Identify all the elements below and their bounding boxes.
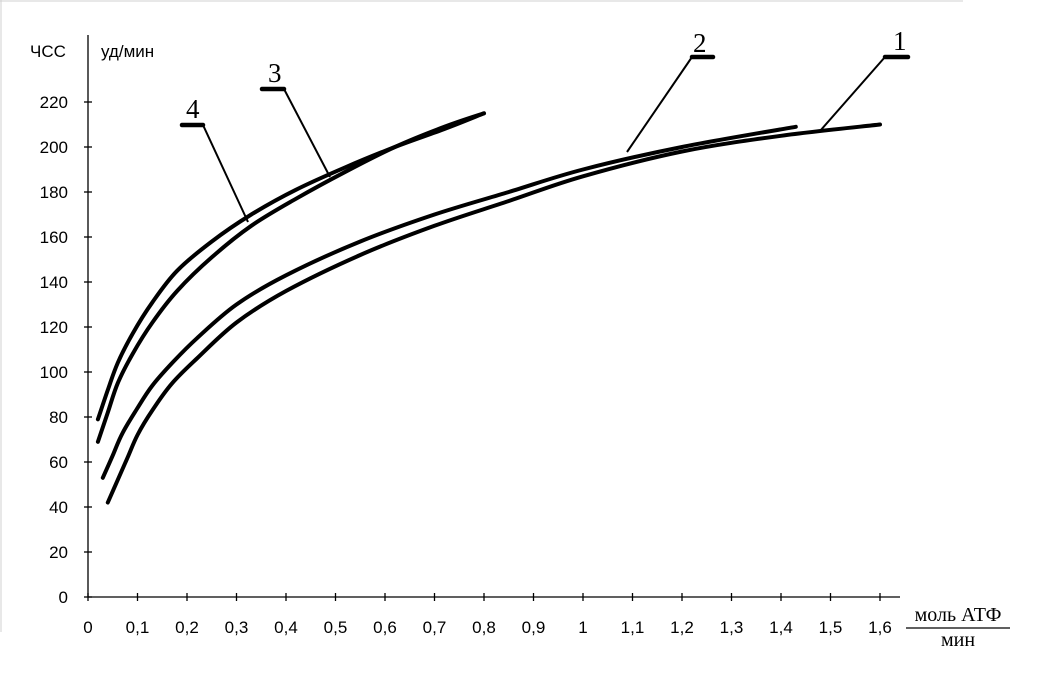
x-tick-label: 0,8 — [472, 618, 496, 637]
x-tick-label: 0,9 — [522, 618, 546, 637]
series-line-1 — [105, 122, 882, 505]
series-line-3 — [95, 111, 486, 444]
y-tick-label: 220 — [40, 93, 68, 112]
curve-label-group-1: 1 — [819, 26, 911, 132]
x-tick-label: 1,6 — [868, 618, 892, 637]
curve-label-group-2: 2 — [626, 28, 716, 153]
x-tick-label: 1,4 — [769, 618, 793, 637]
y-ticks: 0 20 40 60 80 100 120 140 160 180 200 220 — [40, 93, 92, 607]
y-tick-label: 200 — [40, 138, 68, 157]
x-tick-label: 0,6 — [373, 618, 397, 637]
leader-line-2 — [626, 56, 693, 153]
series-line-2 — [100, 124, 798, 480]
y-tick-label: 80 — [49, 408, 68, 427]
series-group — [95, 111, 882, 505]
y-tick-label: 40 — [49, 498, 68, 517]
x-tick-label: 1,1 — [621, 618, 645, 637]
curve-label-4: 4 — [186, 94, 200, 124]
y-axis-label: ЧСС — [30, 42, 66, 61]
curve-label-1: 1 — [893, 26, 907, 56]
curve-label-group-4: 4 — [179, 94, 249, 223]
y-axis-unit: уд/мин — [101, 42, 154, 61]
curve-label-group-3: 3 — [259, 58, 331, 178]
x-tick-label: 0,1 — [126, 618, 150, 637]
x-tick-label: 0,3 — [225, 618, 249, 637]
leader-line-1 — [819, 56, 886, 132]
curve-label-2: 2 — [693, 28, 707, 58]
leader-line-3 — [283, 88, 331, 178]
y-tick-label: 120 — [40, 318, 68, 337]
curve-label-3: 3 — [268, 58, 282, 88]
y-tick-label: 0 — [59, 588, 68, 607]
leader-line-4 — [202, 124, 249, 223]
x-tick-label: 0 — [83, 618, 92, 637]
y-tick-label: 100 — [40, 363, 68, 382]
x-unit-numerator: моль АТФ — [915, 604, 1002, 626]
y-tick-label: 160 — [40, 228, 68, 247]
x-tick-label: 1 — [578, 618, 587, 637]
x-tick-label: 0,7 — [423, 618, 447, 637]
x-tick-label: 0,2 — [175, 618, 199, 637]
y-tick-label: 140 — [40, 273, 68, 292]
x-tick-label: 1,2 — [670, 618, 694, 637]
x-unit-denominator: мин — [941, 629, 975, 651]
y-tick-label: 20 — [49, 543, 68, 562]
x-ticks: 0 0,1 0,2 0,3 0,4 0,5 0,6 0,7 0,8 0,9 1 1,1 1,2 1,3 1,… — [83, 593, 892, 637]
x-tick-label: 1,5 — [819, 618, 843, 637]
x-tick-label: 1,3 — [720, 618, 744, 637]
y-tick-label: 60 — [49, 453, 68, 472]
y-tick-label: 180 — [40, 183, 68, 202]
x-tick-label: 0,4 — [274, 618, 298, 637]
x-tick-label: 0,5 — [324, 618, 348, 637]
series-line-4 — [95, 111, 486, 422]
